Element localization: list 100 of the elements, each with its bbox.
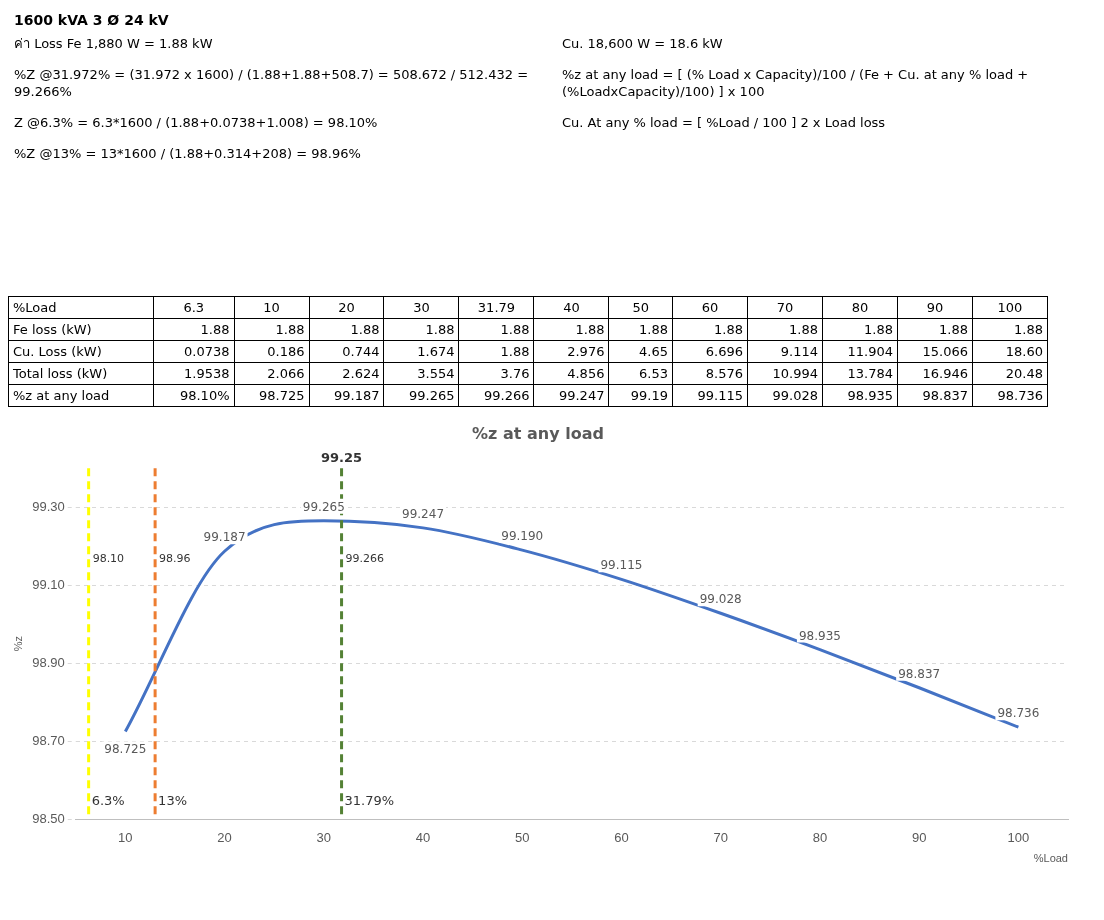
data-label: 99.265 <box>383 384 459 407</box>
text: Cu. At any % load = [ %Load / 100 ] 2 x Load loss <box>562 114 887 132</box>
data-label: 1.88 <box>897 318 973 341</box>
data-label: 98.837 <box>897 384 973 407</box>
data-label: 98.10% <box>153 384 235 407</box>
data-label: 99.266 <box>458 384 534 407</box>
data-label: 98.935 <box>798 628 841 643</box>
y-tick-label: 98.50 <box>32 810 65 826</box>
data-label: 1.88 <box>608 318 673 341</box>
data-label: 99.028 <box>699 592 742 607</box>
data-label: 0.0738 <box>153 340 235 363</box>
data-label: 2.976 <box>533 340 609 363</box>
data-label: 98.837 <box>898 666 941 681</box>
annotation: 99.25 <box>321 450 363 466</box>
x-tick-label: 30 <box>316 829 332 845</box>
category-label: 30 <box>383 296 459 319</box>
data-label: 99.19 <box>608 384 673 407</box>
x-tick-label: 90 <box>911 829 927 845</box>
data-label: 99.247 <box>402 506 445 521</box>
text: ค่า Loss Fe 1,880 W = 1.88 kW <box>14 36 214 53</box>
data-label: 0.744 <box>309 340 384 363</box>
y-axis-title: %z <box>11 636 24 652</box>
data-label: 1.88 <box>822 318 898 341</box>
data-label: 1.88 <box>972 318 1048 341</box>
data-label: 2.066 <box>234 362 309 385</box>
data-label: 3.76 <box>458 362 534 385</box>
data-label: 99.265 <box>302 499 345 514</box>
x-tick-label: 60 <box>614 829 629 845</box>
text: Z @6.3% = 6.3*1600 / (1.88+0.0738+1.008) = 98.10% <box>14 114 379 132</box>
legend-label: Total loss (kW) <box>8 362 154 385</box>
y-tick-label: 98.70 <box>32 732 65 748</box>
data-label: 1.88 <box>234 318 309 341</box>
text: %Z @13% = 13*1600 / (1.88+0.314+208) = 98.96% <box>14 145 362 163</box>
y-tick-label: 98.90 <box>32 654 65 670</box>
text: Cu. 18,600 W = 18.6 kW <box>562 36 724 53</box>
text: %z at any load = [ (% Load x Capacity)/100 / (Fe + Cu. at any % load + (%LoadxCapacity)/100) ] x 100 <box>562 66 1030 101</box>
annotation: 98.10 <box>92 551 125 565</box>
ref-line-label: 31.79% <box>344 793 395 809</box>
data-label: 6.696 <box>672 340 748 363</box>
category-label: 10 <box>234 296 309 319</box>
data-label: 16.946 <box>897 362 973 385</box>
data-label: 1.88 <box>458 340 534 363</box>
annotation: 99.266 <box>345 551 385 565</box>
x-tick-label: 100 <box>1007 829 1030 845</box>
data-label: 8.576 <box>672 362 748 385</box>
annotation: 98.96 <box>159 551 191 565</box>
data-label: 99.187 <box>309 384 384 407</box>
category-label: 90 <box>897 296 973 319</box>
data-label: 1.88 <box>533 318 609 341</box>
category-label: 80 <box>822 296 898 319</box>
data-label: 98.725 <box>104 742 147 757</box>
data-label: 2.624 <box>309 362 384 385</box>
data-label: 1.88 <box>383 318 459 341</box>
data-label: 99.187 <box>203 530 246 545</box>
data-label: 6.53 <box>608 362 673 385</box>
data-label: 3.554 <box>383 362 459 385</box>
x-tick-label: 80 <box>812 829 828 845</box>
data-label: 11.904 <box>822 340 898 363</box>
ref-line-label: 6.3% <box>91 793 125 809</box>
data-label: 1.9538 <box>153 362 235 385</box>
y-tick-label: 99.30 <box>32 498 65 514</box>
category-label: 6.3 <box>153 296 235 319</box>
x-tick-label: 20 <box>217 829 232 845</box>
data-label: 1.88 <box>458 318 534 341</box>
x-tick-label: 70 <box>713 829 728 845</box>
data-label: 18.60 <box>972 340 1048 363</box>
data-label: 99.247 <box>533 384 609 407</box>
legend-label: Cu. Loss (kW) <box>8 340 154 363</box>
data-label: 13.784 <box>822 362 898 385</box>
data-label: 98.935 <box>822 384 898 407</box>
data-label: 4.856 <box>533 362 609 385</box>
category-label: 60 <box>672 296 748 319</box>
x-tick-label: 10 <box>118 829 133 845</box>
data-label: 98.736 <box>972 384 1048 407</box>
data-label: 98.725 <box>234 384 309 407</box>
data-label: 4.65 <box>608 340 673 363</box>
category-label: 70 <box>747 296 823 319</box>
category-label: 40 <box>533 296 609 319</box>
data-label: 99.190 <box>501 529 544 544</box>
data-label: 1.88 <box>153 318 235 341</box>
category-label: 20 <box>309 296 384 319</box>
data-label: 0.186 <box>234 340 309 363</box>
data-label: 10.994 <box>747 362 823 385</box>
y-tick-label: 99.10 <box>32 576 65 592</box>
text: %Z @31.972% = (31.972 x 1600) / (1.88+1.88+508.7) = 508.672 / 512.432 = 99.266% <box>14 66 530 101</box>
category-label: 50 <box>608 296 673 319</box>
data-label: 15.066 <box>897 340 973 363</box>
text: 1600 kVA 3 Ø 24 kV <box>14 12 170 28</box>
chart-title: %z at any load <box>472 423 604 443</box>
data-label: 9.114 <box>747 340 823 363</box>
ref-line-label: 13% <box>158 793 188 809</box>
x-tick-label: 40 <box>415 829 431 845</box>
legend-label: Fe loss (kW) <box>8 318 154 341</box>
data-label: 99.115 <box>672 384 748 407</box>
x-tick-label: 50 <box>515 829 530 845</box>
x-axis-title: %Load <box>1033 852 1068 865</box>
legend-label: %z at any load <box>8 384 154 407</box>
data-label: 99.115 <box>600 558 643 573</box>
data-label: 99.028 <box>747 384 823 407</box>
data-label: 1.674 <box>383 340 459 363</box>
